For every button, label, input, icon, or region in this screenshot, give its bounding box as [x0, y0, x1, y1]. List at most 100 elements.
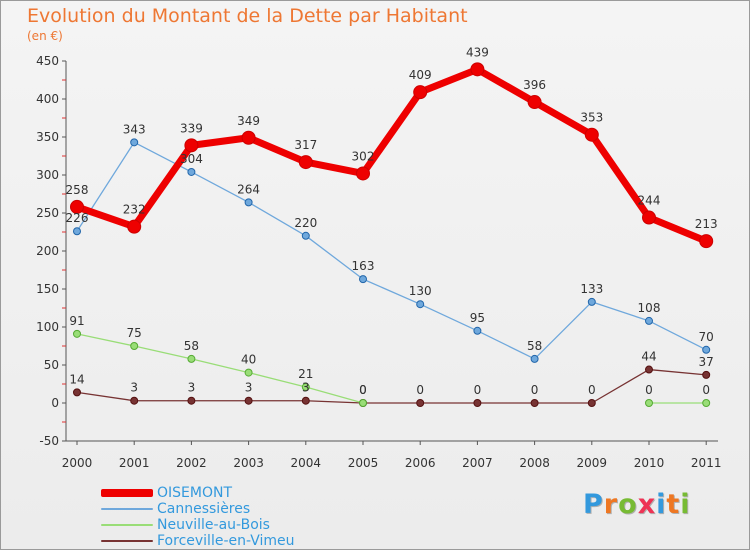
legend-swatch — [101, 508, 153, 510]
data-point — [298, 155, 313, 170]
data-point — [244, 396, 253, 405]
data-point — [587, 297, 596, 306]
data-point — [699, 234, 714, 249]
brand-logo: Proxiti — [583, 489, 691, 520]
data-label: 258 — [66, 183, 89, 197]
x-tick-label: 2009 — [577, 456, 608, 470]
legend-swatch — [101, 540, 153, 542]
data-label: 439 — [466, 45, 489, 59]
data-label: 0 — [416, 383, 424, 397]
series-line — [76, 368, 707, 404]
data-point — [130, 342, 139, 350]
x-tick-label: 2005 — [348, 456, 379, 470]
y-tick-label: 400 — [36, 92, 59, 106]
x-tick-label: 2000 — [62, 456, 93, 470]
chart-unit: (en €) — [27, 29, 63, 43]
data-point — [587, 399, 596, 407]
data-point — [187, 396, 196, 405]
data-point — [70, 199, 84, 214]
data-point — [702, 399, 711, 407]
data-point — [187, 167, 196, 176]
data-label: 108 — [638, 301, 661, 315]
x-tick-label: 2006 — [405, 456, 436, 470]
data-label: 21 — [298, 367, 313, 381]
data-point — [416, 300, 425, 309]
data-label: 58 — [527, 339, 542, 353]
data-point — [127, 219, 142, 234]
data-point — [527, 95, 542, 110]
data-label: 44 — [641, 350, 656, 364]
data-point — [473, 326, 482, 335]
legend-label: Neuville-au-Bois — [157, 517, 270, 533]
data-label: 0 — [702, 383, 710, 397]
data-label: 302 — [352, 149, 375, 163]
series-2 — [73, 329, 711, 407]
data-point — [702, 370, 711, 379]
y-tick-label: 150 — [36, 282, 59, 296]
series-line — [76, 141, 707, 360]
data-label: 339 — [180, 121, 203, 135]
data-label: 163 — [352, 259, 375, 273]
x-tick-label: 2007 — [462, 456, 493, 470]
data-label: 0 — [531, 383, 539, 397]
data-label: 226 — [66, 211, 89, 225]
data-label: 3 — [245, 381, 253, 395]
data-point — [702, 345, 711, 354]
x-tick-label: 2010 — [634, 456, 665, 470]
data-label: 317 — [294, 138, 317, 152]
data-label: 213 — [695, 217, 718, 231]
legend-swatch — [101, 524, 153, 526]
data-point — [73, 227, 81, 236]
y-tick-label: 100 — [36, 320, 59, 334]
legend-swatch — [101, 489, 153, 497]
data-point — [359, 275, 367, 284]
data-label: 343 — [123, 122, 146, 136]
series-0 — [70, 62, 714, 249]
data-point — [470, 62, 485, 77]
data-point — [413, 85, 428, 100]
data-point — [359, 399, 367, 407]
data-point — [241, 130, 256, 145]
x-tick-label: 2003 — [233, 456, 264, 470]
y-tick-label: 50 — [44, 358, 59, 372]
data-label: 0 — [359, 383, 367, 397]
data-label: 396 — [523, 78, 546, 92]
data-point — [301, 383, 310, 392]
series-line — [73, 65, 710, 245]
data-point — [73, 329, 81, 338]
data-label: 75 — [127, 326, 142, 340]
data-label: 70 — [699, 330, 714, 344]
data-label: 91 — [69, 314, 84, 328]
data-point — [244, 368, 253, 377]
data-label: 232 — [123, 203, 146, 217]
data-point — [356, 166, 370, 181]
data-point — [244, 198, 253, 207]
y-tick-label: 300 — [36, 168, 59, 182]
data-label: 244 — [638, 194, 661, 208]
data-label: 0 — [359, 383, 367, 397]
data-point — [187, 354, 196, 363]
data-point — [530, 354, 539, 363]
data-label: 0 — [588, 383, 596, 397]
data-point — [184, 138, 199, 153]
x-tick-label: 2008 — [519, 456, 550, 470]
data-label: 349 — [237, 114, 260, 128]
data-point — [645, 399, 653, 407]
data-label: 0 — [645, 383, 653, 397]
data-label: 37 — [699, 355, 714, 369]
data-label: 133 — [580, 282, 603, 296]
chart-title: Evolution du Montant de la Dette par Hab… — [27, 5, 468, 27]
data-point — [73, 388, 81, 397]
y-tick-label: 200 — [36, 244, 59, 258]
data-point — [301, 396, 310, 405]
x-tick-label: 2011 — [691, 456, 722, 470]
data-label: 3 — [188, 381, 196, 395]
legend-label: OISEMONT — [157, 485, 233, 501]
y-tick-label: 0 — [51, 396, 59, 410]
data-label: 220 — [294, 216, 317, 230]
data-point — [530, 399, 539, 407]
data-point — [584, 127, 599, 142]
y-tick-label: 250 — [36, 206, 59, 220]
data-point — [473, 399, 482, 407]
